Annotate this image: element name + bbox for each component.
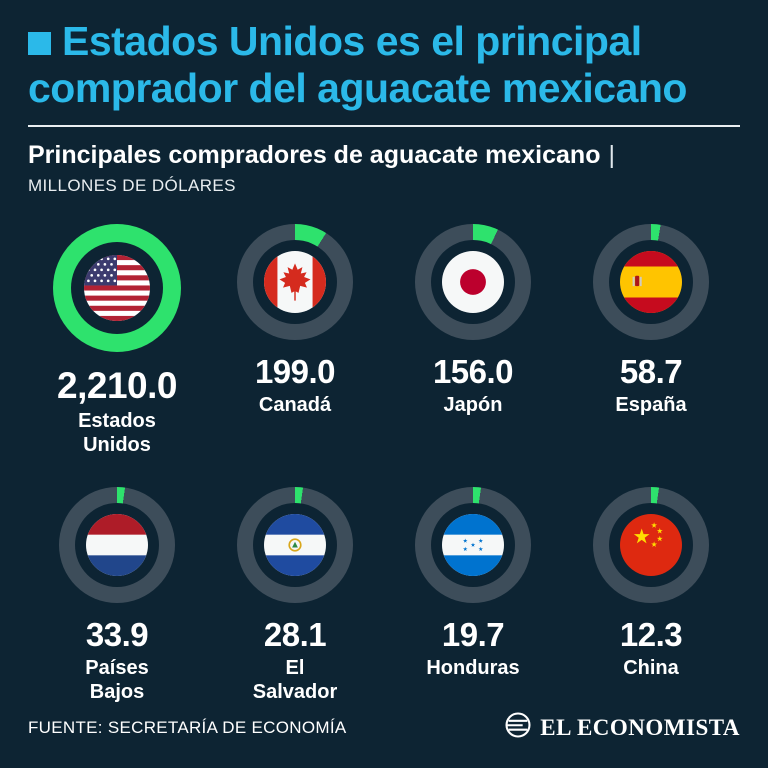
chart-subtitle-text: Principales compradores de aguacate mexi… — [28, 141, 601, 170]
honduras-flag-icon — [442, 514, 504, 577]
donut-cell-honduras: 19.7 Honduras — [384, 487, 562, 704]
donut-grid: 2,210.0 Estados Unidos 199.0 Canadá — [28, 224, 740, 704]
value-label: 58.7 — [619, 353, 683, 391]
donut-ring-espana — [593, 224, 709, 341]
brand-logo: EL ECONOMISTA — [504, 711, 740, 744]
value-label: 28.1 — [263, 616, 327, 654]
country-label: España — [615, 394, 687, 417]
donut-ring-honduras — [415, 487, 531, 604]
page-title-text: Estados Unidos es el principal comprador… — [28, 18, 687, 112]
donut-ring-estados-unidos — [53, 224, 181, 353]
unit-label: MILLONES DE DÓLARES — [28, 176, 236, 196]
country-label: Japón — [443, 394, 503, 417]
china-flag-icon — [620, 514, 682, 577]
source-note: FUENTE: SECRETARÍA DE ECONOMÍA — [28, 717, 347, 737]
subtitle-divider: | — [608, 141, 615, 170]
donut-cell-estados-unidos: 2,210.0 Estados Unidos — [28, 224, 206, 457]
donut-cell-espana: 58.7 España — [562, 224, 740, 457]
country-label: China — [623, 657, 679, 680]
title-accent-square — [28, 32, 51, 55]
value-label: 19.7 — [441, 616, 505, 654]
page-title: Estados Unidos es el principal comprador… — [28, 18, 740, 112]
usa-flag-icon — [84, 255, 150, 322]
donut-ring-japon — [415, 224, 531, 341]
chart-subtitle: Principales compradores de aguacate mexi… — [28, 141, 740, 170]
value-label: 199.0 — [254, 353, 336, 391]
globe-icon — [504, 711, 532, 744]
donut-cell-china: 12.3 China — [562, 487, 740, 704]
value-label: 12.3 — [619, 616, 683, 654]
donut-cell-paises-bajos: 33.9 Países Bajos — [28, 487, 206, 704]
country-label: Honduras — [426, 657, 520, 680]
spain-flag-icon — [620, 251, 682, 314]
country-label: Canadá — [258, 394, 332, 417]
donut-cell-japon: 156.0 Japón — [384, 224, 562, 457]
donut-ring-el-salvador — [237, 487, 353, 604]
netherlands-flag-icon — [86, 514, 148, 577]
value-label: 156.0 — [432, 353, 514, 391]
japan-flag-icon — [442, 251, 504, 314]
donut-cell-el-salvador: 28.1 El Salvador — [206, 487, 384, 704]
divider-line — [28, 125, 740, 128]
el-salvador-flag-icon — [264, 514, 326, 577]
donut-ring-paises-bajos — [59, 487, 175, 604]
donut-ring-china — [593, 487, 709, 604]
canada-flag-icon — [264, 251, 326, 314]
country-label: El Salvador — [252, 657, 338, 703]
country-label: Estados Unidos — [78, 410, 156, 456]
donut-cell-canada: 199.0 Canadá — [206, 224, 384, 457]
value-label: 33.9 — [85, 616, 149, 654]
country-label: Países Bajos — [85, 657, 149, 703]
brand-name: EL ECONOMISTA — [540, 714, 740, 740]
value-label: 2,210.0 — [57, 365, 177, 407]
footer: FUENTE: SECRETARÍA DE ECONOMÍA EL ECONOM… — [28, 711, 740, 744]
donut-ring-canada — [237, 224, 353, 341]
